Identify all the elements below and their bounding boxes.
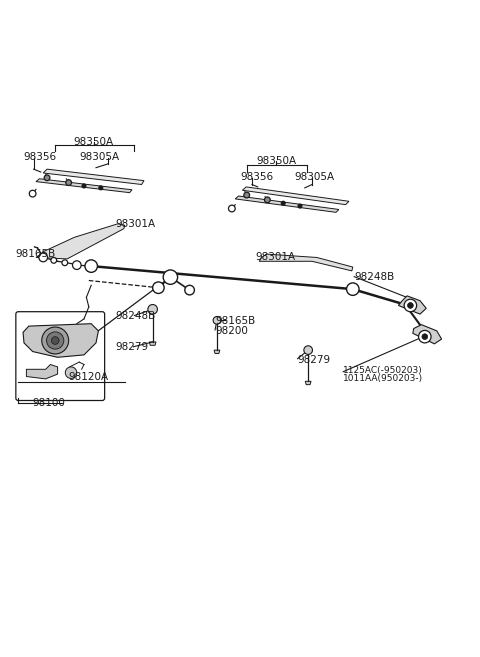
Text: 1125AC(-950203): 1125AC(-950203) <box>343 366 423 375</box>
Circle shape <box>304 346 312 354</box>
Circle shape <box>244 193 250 198</box>
Text: 98200: 98200 <box>215 326 248 336</box>
Text: 98165B: 98165B <box>215 316 255 327</box>
Circle shape <box>228 205 235 212</box>
Circle shape <box>148 304 157 314</box>
Circle shape <box>51 258 57 263</box>
Circle shape <box>419 330 431 343</box>
Polygon shape <box>214 350 220 353</box>
Circle shape <box>42 327 69 354</box>
Circle shape <box>99 186 103 190</box>
Polygon shape <box>149 342 156 346</box>
Circle shape <box>47 332 64 349</box>
Polygon shape <box>398 296 426 314</box>
Circle shape <box>65 367 77 378</box>
Polygon shape <box>43 169 144 185</box>
Text: 98248B: 98248B <box>115 311 156 321</box>
Text: 98248B: 98248B <box>354 271 395 282</box>
Text: 98356: 98356 <box>240 172 273 182</box>
Polygon shape <box>235 196 339 212</box>
Circle shape <box>163 270 178 284</box>
Polygon shape <box>413 325 442 344</box>
Circle shape <box>264 197 270 203</box>
Circle shape <box>422 334 428 340</box>
Circle shape <box>66 180 72 185</box>
Text: 98120A: 98120A <box>69 373 109 382</box>
Polygon shape <box>259 254 353 271</box>
Circle shape <box>404 299 417 311</box>
Circle shape <box>72 261 81 269</box>
Text: 98305A: 98305A <box>79 152 120 162</box>
Text: 98279: 98279 <box>298 355 331 365</box>
Text: 1011AA(950203-): 1011AA(950203-) <box>343 374 423 383</box>
Circle shape <box>39 253 48 261</box>
Polygon shape <box>23 324 98 357</box>
Polygon shape <box>36 179 132 193</box>
Circle shape <box>153 282 164 294</box>
Circle shape <box>29 191 36 197</box>
Text: 98301A: 98301A <box>115 219 156 229</box>
Polygon shape <box>242 187 349 205</box>
Text: 98356: 98356 <box>23 152 56 162</box>
Text: 98100: 98100 <box>33 398 65 408</box>
Text: 98165B: 98165B <box>16 248 56 259</box>
Circle shape <box>213 317 221 324</box>
FancyBboxPatch shape <box>16 311 105 401</box>
Circle shape <box>85 260 97 273</box>
Circle shape <box>44 175 50 181</box>
Circle shape <box>347 283 359 296</box>
Text: 98301A: 98301A <box>255 252 296 262</box>
Circle shape <box>51 336 59 344</box>
Text: 98279: 98279 <box>115 342 148 351</box>
Circle shape <box>298 204 302 208</box>
Circle shape <box>62 260 68 265</box>
Circle shape <box>82 184 86 188</box>
Text: 98350A: 98350A <box>256 156 296 166</box>
Polygon shape <box>36 224 125 259</box>
Polygon shape <box>305 381 311 384</box>
Circle shape <box>185 285 194 295</box>
Text: 98350A: 98350A <box>73 137 114 147</box>
Circle shape <box>408 303 413 308</box>
Circle shape <box>281 201 285 205</box>
Text: 98305A: 98305A <box>294 172 335 182</box>
Polygon shape <box>26 365 58 379</box>
